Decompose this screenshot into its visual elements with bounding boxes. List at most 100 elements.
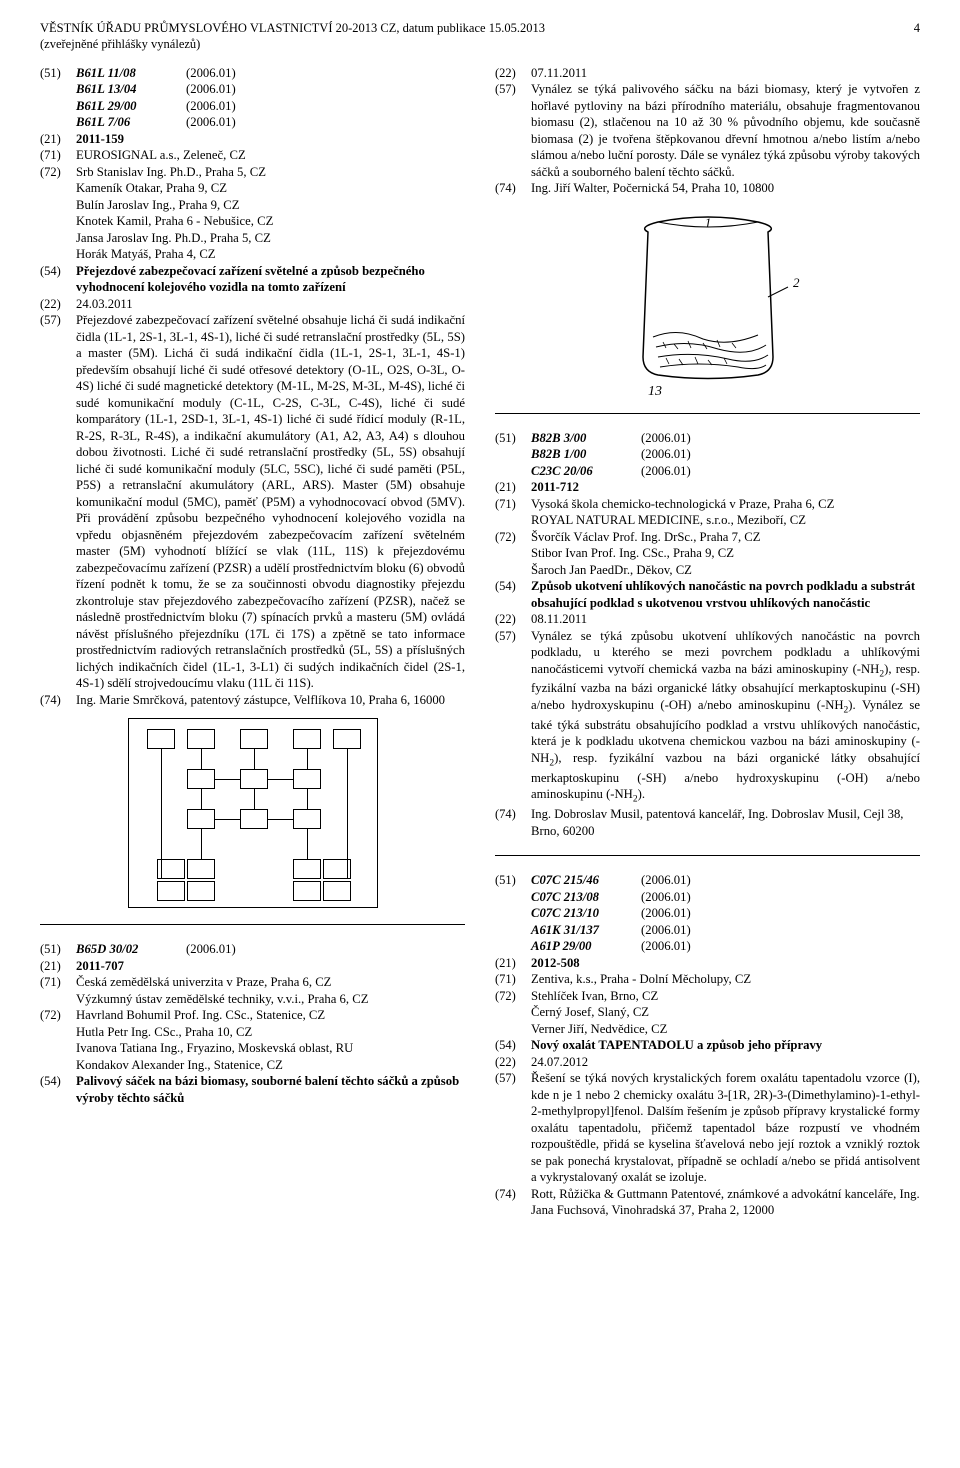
ipc-code: A61K 31/137 [531, 922, 641, 939]
title: Palivový sáček na bázi biomasy, souborné… [76, 1073, 465, 1106]
inventors: Havrland Bohumil Prof. Ing. CSc., Staten… [76, 1007, 465, 1073]
code-71: (71) [495, 496, 531, 512]
inventors: Švorčík Václav Prof. Ing. DrSc., Praha 7… [531, 529, 920, 579]
title: Přejezdové zabezpečovací zařízení světel… [76, 263, 465, 296]
ipc-list: B82B 3/00(2006.01) B82B 1/00(2006.01) C2… [531, 430, 920, 480]
app-number: 2011-707 [76, 958, 465, 975]
ipc-code: C07C 213/08 [531, 889, 641, 906]
ipc-ver: (2006.01) [641, 446, 721, 463]
patent-entry-cont: (22)07.11.2011 (57)Vynález se týká paliv… [495, 65, 920, 197]
left-column: (51) B61L 11/08(2006.01) B61L 13/04(2006… [40, 65, 465, 1229]
ipc-ver: (2006.01) [641, 463, 721, 480]
abstract: Vynález se týká palivového sáčku na bázi… [531, 81, 920, 180]
ipc-list: B61L 11/08(2006.01) B61L 13/04(2006.01) … [76, 65, 465, 131]
filing-date: 07.11.2011 [531, 65, 920, 82]
agent: Ing. Dobroslav Musil, patentová kancelář… [531, 806, 920, 839]
ipc-code: B61L 7/06 [76, 114, 186, 131]
svg-text:13: 13 [648, 384, 662, 397]
ipc-code: B65D 30/02 [76, 941, 186, 958]
filing-date: 08.11.2011 [531, 611, 920, 628]
code-71: (71) [495, 971, 531, 987]
patent-entry: (51) B65D 30/02(2006.01) (21)2011-707 (7… [40, 941, 465, 1106]
header-subtitle: (zveřejněné přihlášky vynálezů) [40, 37, 200, 51]
app-number: 2011-712 [531, 479, 920, 496]
figure-block-diagram [40, 718, 465, 908]
code-57: (57) [495, 628, 531, 644]
code-72: (72) [495, 529, 531, 545]
title: Nový oxalát TAPENTADOLU a způsob jeho př… [531, 1037, 920, 1054]
code-21: (21) [40, 131, 76, 147]
agent: Ing. Jiří Walter, Počernická 54, Praha 1… [531, 180, 920, 197]
patent-entry: (51) B61L 11/08(2006.01) B61L 13/04(2006… [40, 65, 465, 709]
ipc-code: B61L 29/00 [76, 98, 186, 115]
code-54: (54) [40, 263, 76, 279]
code-71: (71) [40, 147, 76, 163]
page-header: VĚSTNÍK ÚŘADU PRŮMYSLOVÉHO VLASTNICTVÍ 2… [40, 20, 920, 53]
code-22: (22) [40, 296, 76, 312]
abstract: Přejezdové zabezpečovací zařízení světel… [76, 312, 465, 692]
ipc-ver: (2006.01) [641, 889, 721, 906]
code-22: (22) [495, 65, 531, 81]
ipc-ver: (2006.01) [186, 81, 266, 98]
ipc-ver: (2006.01) [641, 905, 721, 922]
applicant: Vysoká škola chemicko-technologická v Pr… [531, 496, 920, 529]
inventors: Stehlíček Ivan, Brno, CZ Černý Josef, Sl… [531, 988, 920, 1038]
code-54: (54) [495, 578, 531, 594]
app-number: 2012-508 [531, 955, 920, 972]
separator [40, 924, 465, 925]
code-51: (51) [40, 941, 76, 957]
code-22: (22) [495, 1054, 531, 1070]
applicant: EUROSIGNAL a.s., Zeleneč, CZ [76, 147, 465, 164]
ipc-code: A61P 29/00 [531, 938, 641, 955]
code-21: (21) [40, 958, 76, 974]
code-72: (72) [495, 988, 531, 1004]
code-74: (74) [495, 180, 531, 196]
separator [495, 855, 920, 856]
code-21: (21) [495, 479, 531, 495]
abstract-part: ). [638, 787, 645, 801]
page-number: 4 [900, 20, 920, 36]
ipc-code: B61L 13/04 [76, 81, 186, 98]
code-72: (72) [40, 1007, 76, 1023]
ipc-code: C07C 213/10 [531, 905, 641, 922]
code-57: (57) [495, 1070, 531, 1086]
code-21: (21) [495, 955, 531, 971]
code-22: (22) [495, 611, 531, 627]
ipc-code: B61L 11/08 [76, 65, 186, 82]
patent-entry: (51) C07C 215/46(2006.01) C07C 213/08(20… [495, 872, 920, 1219]
ipc-ver: (2006.01) [641, 938, 721, 955]
code-57: (57) [40, 312, 76, 328]
separator [495, 413, 920, 414]
ipc-ver: (2006.01) [641, 430, 721, 447]
code-51: (51) [495, 430, 531, 446]
applicant: Zentiva, k.s., Praha - Dolní Měcholupy, … [531, 971, 920, 988]
code-74: (74) [495, 1186, 531, 1202]
patent-entry: (51) B82B 3/00(2006.01) B82B 1/00(2006.0… [495, 430, 920, 840]
applicant: Česká zemědělská univerzita v Praze, Pra… [76, 974, 465, 1007]
code-57: (57) [495, 81, 531, 97]
ipc-list: C07C 215/46(2006.01) C07C 213/08(2006.01… [531, 872, 920, 955]
agent: Rott, Růžička & Guttmann Patentové, znám… [531, 1186, 920, 1219]
ipc-code: C07C 215/46 [531, 872, 641, 889]
ipc-ver: (2006.01) [641, 872, 721, 889]
code-51: (51) [495, 872, 531, 888]
ipc-ver: (2006.01) [186, 941, 266, 958]
svg-text:2: 2 [793, 275, 800, 290]
code-51: (51) [40, 65, 76, 81]
app-number: 2011-159 [76, 131, 465, 148]
code-72: (72) [40, 164, 76, 180]
title: Způsob ukotvení uhlíkových nanočástic na… [531, 578, 920, 611]
abstract-part: Vynález se týká způsobu ukotvení uhlíkov… [531, 629, 920, 676]
code-54: (54) [495, 1037, 531, 1053]
header-title: VĚSTNÍK ÚŘADU PRŮMYSLOVÉHO VLASTNICTVÍ 2… [40, 21, 545, 35]
right-column: (22)07.11.2011 (57)Vynález se týká paliv… [495, 65, 920, 1229]
ipc-code: C23C 20/06 [531, 463, 641, 480]
code-74: (74) [40, 692, 76, 708]
ipc-ver: (2006.01) [186, 98, 266, 115]
abstract-part: ), resp. fyzikální vazbou na bázi organi… [531, 751, 920, 801]
code-71: (71) [40, 974, 76, 990]
inventors: Srb Stanislav Ing. Ph.D., Praha 5, CZ Ka… [76, 164, 465, 263]
ipc-ver: (2006.01) [186, 114, 266, 131]
ipc-code: B82B 3/00 [531, 430, 641, 447]
code-54: (54) [40, 1073, 76, 1089]
